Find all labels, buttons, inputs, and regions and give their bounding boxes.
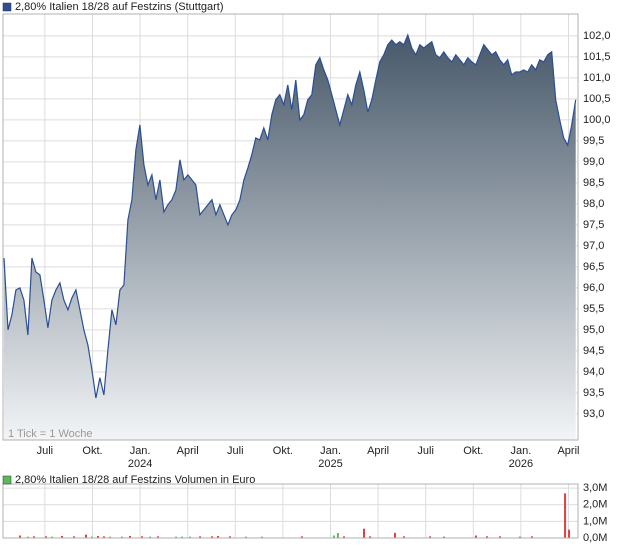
volume-bar [429,536,432,538]
volume-bar [498,536,501,538]
volume-bar [211,536,214,538]
y-tick-label: 97,0 [583,240,604,252]
volume-bar [73,536,76,538]
x-tick-label: Juli [37,445,54,457]
volume-bar [180,536,183,538]
volume-bar [474,535,477,538]
volume-bar [26,536,29,538]
volume-bar [61,536,64,538]
volume-bar [260,536,263,538]
volume-bar [18,535,21,538]
x-tick-label: Jan. [510,445,531,457]
volume-bar [199,536,202,538]
legend-swatch [2,475,12,485]
volume-bar [564,493,567,538]
y-tick-label: 97,5 [583,219,604,231]
volume-bar [50,536,53,538]
y-tick-label: 102,0 [583,30,611,42]
volume-bar [568,529,571,538]
y-tick-label: 96,0 [583,282,604,294]
x-tick-label: Jan. [320,445,341,457]
volume-bar [518,536,521,538]
y-tick-label: 0,0M [583,532,607,544]
volume-bar [128,536,131,538]
x-tick-label: Okt. [82,445,102,457]
volume-bar [97,536,100,538]
y-tick-label: 94,5 [583,345,604,357]
volume-bar [402,536,405,538]
x-tick-label: Juli [227,445,244,457]
y-tick-label: 98,5 [583,177,604,189]
y-tick-label: 98,0 [583,198,604,210]
y-tick-label: 100,0 [583,114,611,126]
x-tick-label: Okt. [463,445,483,457]
volume-bar [188,536,191,538]
volume-bar [216,536,219,538]
x-year-label: 2024 [128,458,152,470]
volume-bar [369,536,372,538]
volume-bar [90,536,93,538]
volume-bar [343,536,346,538]
y-tick-label: 2,0M [583,499,607,511]
y-tick-label: 99,0 [583,156,604,168]
volume-bar [300,536,303,538]
volume-bar [332,535,335,538]
y-tick-label: 93,5 [583,387,604,399]
y-tick-label: 100,5 [583,93,611,105]
price-area [4,35,576,440]
plot-border [2,13,579,441]
volume-bar [228,536,231,538]
y-tick-label: 101,5 [583,51,611,63]
y-tick-label: 101,0 [583,72,611,84]
x-tick-label: Okt. [273,445,293,457]
volume-bar [394,532,397,538]
volume-bar [362,528,365,538]
volume-bar [530,536,533,538]
volume-bar [485,536,488,538]
y-tick-label: 3,0M [583,482,607,494]
plot-border [2,483,579,539]
y-tick-label: 1,0M [583,515,607,527]
legend-swatch [2,2,12,12]
volume-bar [148,536,151,538]
volume-bar [109,536,112,538]
plot-background [3,484,578,538]
y-tick-label: 99,5 [583,135,604,147]
x-year-label: 2025 [318,458,342,470]
volume-bar [45,536,48,538]
x-year-label: 2026 [509,458,533,470]
volume-bar [175,536,178,538]
y-tick-label: 95,5 [583,303,604,315]
price-line [3,33,577,399]
volume-bar [442,536,445,538]
y-tick-label: 95,0 [583,324,604,336]
volume-bar [244,536,247,538]
x-tick-label: Jan. [130,445,151,457]
volume-bar [120,536,123,538]
x-tick-label: Juli [417,445,434,457]
y-tick-label: 94,0 [583,366,604,378]
y-tick-label: 96,5 [583,261,604,273]
volume-bar [102,536,105,538]
volume-bar [33,536,36,538]
chart-title: 2,80% Italien 18/28 auf Festzins Volumen… [15,474,255,486]
volume-bar [140,536,143,538]
annotation: 1 Tick = 1 Woche [8,428,92,440]
volume-bar [336,533,339,538]
y-tick-label: 93,0 [583,408,604,420]
volume-bar [85,534,88,538]
volume-bar [156,536,159,538]
x-tick-label: April [177,445,199,457]
chart-title: 2,80% Italien 18/28 auf Festzins (Stuttg… [15,1,224,13]
x-tick-label: April [557,445,579,457]
x-tick-label: April [367,445,389,457]
